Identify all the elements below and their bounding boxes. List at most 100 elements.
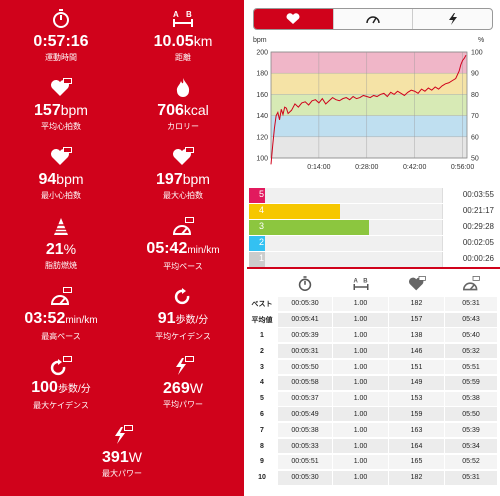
zone-bar bbox=[249, 220, 369, 235]
zone-bar bbox=[249, 252, 265, 267]
lap-time: 00:05:38 bbox=[278, 423, 332, 438]
lap-distance: 1.00 bbox=[333, 454, 388, 469]
zone-number: 4 bbox=[259, 205, 265, 215]
lap-distance: 1.00 bbox=[333, 407, 388, 422]
zone-row: 2 00:02:05 bbox=[249, 236, 498, 251]
y-tick-label-right: 100 bbox=[471, 50, 483, 57]
lap-pace: 05:52 bbox=[445, 454, 497, 469]
tab-pace[interactable] bbox=[332, 9, 413, 29]
heart-avg-icon bbox=[6, 77, 116, 99]
stopwatch-icon bbox=[278, 273, 332, 295]
stat-unit: W bbox=[128, 449, 142, 465]
zone-time: 00:00:26 bbox=[462, 254, 494, 263]
tab-power[interactable] bbox=[412, 9, 492, 29]
zone-track bbox=[249, 252, 442, 267]
lap-pace: 05:32 bbox=[445, 344, 497, 359]
stat-label: 運動時間 bbox=[45, 53, 77, 62]
zone-time: 00:29:28 bbox=[462, 222, 494, 231]
stat-unit: 歩数/分 bbox=[175, 315, 209, 326]
lap-distance: 1.00 bbox=[333, 470, 388, 485]
lap-heart-rate: 138 bbox=[389, 328, 444, 343]
lap-pace: 05:50 bbox=[445, 407, 497, 422]
zone-track bbox=[249, 188, 442, 203]
lap-time: 00:05:30 bbox=[278, 296, 332, 311]
zone-row: 1 00:00:26 bbox=[249, 252, 498, 267]
lap-distance: 1.00 bbox=[333, 360, 388, 375]
lap-time: 00:05:31 bbox=[278, 344, 332, 359]
table-row[interactable]: 10 00:05:30 1.00 182 05:31 bbox=[247, 470, 500, 486]
table-row[interactable]: 9 00:05:51 1.00 165 05:52 bbox=[247, 454, 500, 470]
lap-pace: 05:40 bbox=[445, 328, 497, 343]
lap-label: 4 bbox=[260, 379, 264, 387]
table-row[interactable]: ベスト 00:05:30 1.00 182 05:31 bbox=[247, 296, 500, 312]
zone-bar bbox=[249, 188, 265, 203]
lap-label: 7 bbox=[260, 426, 264, 434]
y-tick-label: 140 bbox=[256, 113, 268, 120]
table-row[interactable]: 2 00:05:31 1.00 146 05:32 bbox=[247, 343, 500, 359]
table-row[interactable]: 8 00:05:33 1.00 164 05:34 bbox=[247, 438, 500, 454]
stat-calories: 706kcal カロリー bbox=[128, 77, 238, 132]
lap-pace: 05:31 bbox=[445, 296, 497, 311]
pace-max-icon bbox=[6, 286, 116, 308]
zone-number: 1 bbox=[259, 253, 265, 263]
stat-value: 391 bbox=[102, 449, 129, 466]
heart-rate-chart: bpm % 100 120 140 160 180 200 50 60 70 80 90 100 0:14:… bbox=[253, 37, 484, 171]
gauge-icon bbox=[366, 16, 380, 24]
stat-value: 706 bbox=[157, 102, 184, 119]
lap-heart-rate: 157 bbox=[389, 312, 444, 327]
table-row[interactable]: 3 00:05:50 1.00 151 05:51 bbox=[247, 359, 500, 375]
lap-label: 3 bbox=[260, 363, 264, 371]
y-tick-label-right: 70 bbox=[471, 113, 479, 120]
lap-distance: 1.00 bbox=[333, 439, 388, 454]
stat-min-heart-rate: 94bpm 最小心拍数 bbox=[6, 146, 116, 201]
stat-avg-cadence: 91歩数/分 平均ケイデンス bbox=[128, 286, 238, 342]
y-tick-label-right: 60 bbox=[471, 134, 479, 141]
stat-label: 最大心拍数 bbox=[163, 191, 203, 200]
table-row[interactable]: 7 00:05:38 1.00 163 05:39 bbox=[247, 422, 500, 438]
stat-label: 最高ペース bbox=[41, 332, 81, 341]
calorie-flame-icon bbox=[128, 77, 238, 99]
heart-avg-icon bbox=[389, 273, 444, 295]
stat-label: 平均ペース bbox=[163, 262, 203, 271]
stat-value: 157 bbox=[34, 102, 61, 119]
y-tick-label: 120 bbox=[256, 134, 268, 141]
table-row[interactable]: 平均値 00:05:41 1.00 157 05:43 bbox=[247, 312, 500, 328]
lap-heart-rate: 163 bbox=[389, 423, 444, 438]
table-row[interactable]: 1 00:05:39 1.00 138 05:40 bbox=[247, 328, 500, 344]
stat-avg-power: 269W 平均パワー bbox=[128, 355, 238, 410]
stat-label: 距離 bbox=[175, 53, 191, 62]
stat-label: 平均ケイデンス bbox=[155, 332, 211, 341]
stat-value: 269 bbox=[163, 380, 190, 397]
lap-distance: 1.00 bbox=[333, 296, 388, 311]
lap-pace: 05:59 bbox=[445, 375, 497, 390]
y-tick-label-right: 90 bbox=[471, 71, 479, 78]
stat-avg-pace: 05:42min/km 平均ペース bbox=[128, 216, 238, 272]
stat-unit: km bbox=[193, 33, 213, 49]
stat-value: 21 bbox=[45, 241, 64, 258]
lap-heart-rate: 182 bbox=[389, 470, 444, 485]
stat-duration: 0:57:16 運動時間 bbox=[6, 8, 116, 63]
stat-max-cadence: 100歩数/分 最大ケイデンス bbox=[6, 355, 116, 411]
stat-label: 最小心拍数 bbox=[41, 191, 81, 200]
heart-rate-series-line bbox=[270, 54, 467, 165]
zone-band bbox=[271, 94, 467, 116]
divider bbox=[247, 267, 500, 269]
cadence-max-icon bbox=[6, 355, 116, 377]
zone-band bbox=[271, 136, 467, 158]
table-row[interactable]: 4 00:05:58 1.00 149 05:59 bbox=[247, 375, 500, 391]
tab-heart-rate[interactable] bbox=[254, 9, 333, 29]
heart-icon bbox=[286, 13, 300, 24]
power-avg-icon bbox=[128, 355, 238, 377]
zone-track bbox=[249, 236, 442, 251]
stat-unit: kcal bbox=[183, 102, 209, 118]
table-row[interactable]: 6 00:05:49 1.00 159 05:50 bbox=[247, 407, 500, 423]
zone-separator bbox=[442, 252, 443, 267]
lap-heart-rate: 182 bbox=[389, 296, 444, 311]
stat-fat-burn: 21% 脂肪燃焼 bbox=[6, 216, 116, 271]
zone-separator bbox=[442, 204, 443, 219]
table-row[interactable]: 5 00:05:37 1.00 153 05:38 bbox=[247, 391, 500, 407]
